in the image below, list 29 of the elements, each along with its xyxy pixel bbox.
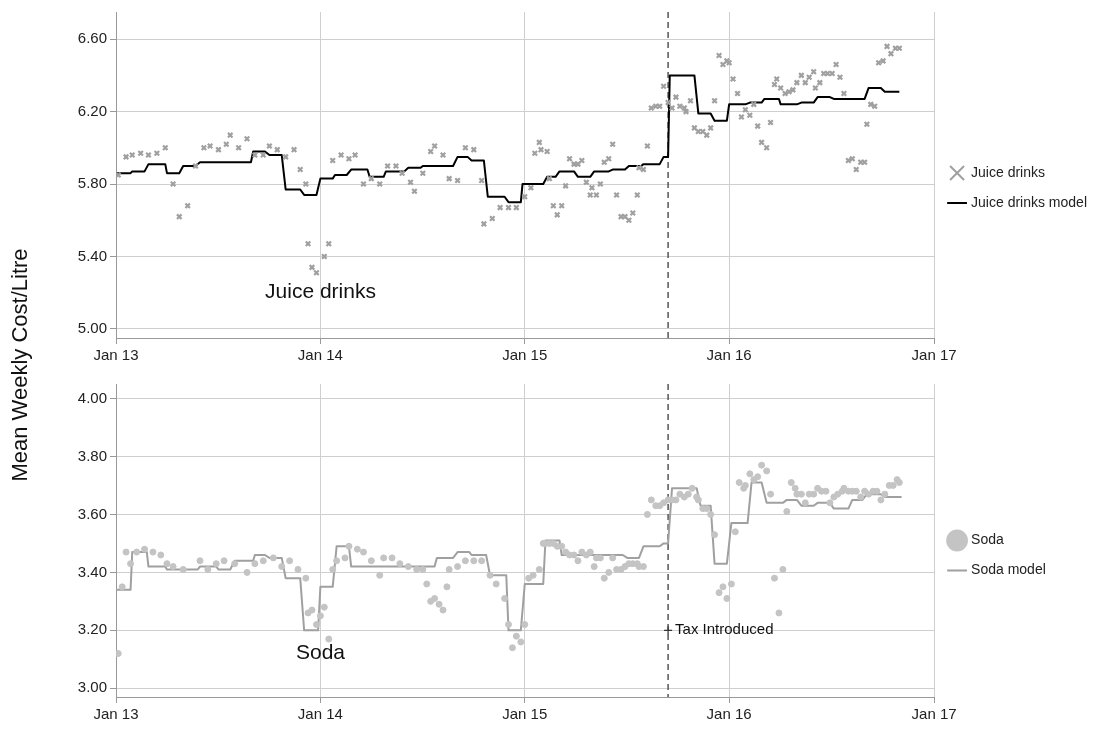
y-tick-label: 4.00 — [77, 388, 107, 406]
y-tick-label: 3.80 — [77, 446, 107, 464]
x-tick-label: Jan 17 — [911, 346, 957, 364]
y-tick-label: 5.80 — [77, 174, 107, 192]
y-axis-title: Mean Weekly Cost/Litre — [7, 248, 33, 482]
annotation: Juice drinks — [265, 279, 376, 303]
annotation: Soda — [295, 639, 346, 663]
x-tick-label: Jan 14 — [297, 346, 343, 364]
legend-label: Juice drinks model — [971, 193, 1087, 210]
y-tick-label: 3.20 — [77, 620, 107, 638]
y-tick-label: 3.00 — [77, 678, 107, 696]
y-tick-label: 6.60 — [77, 29, 107, 47]
y-tick-label: 6.20 — [77, 101, 107, 119]
x-tick-label: Jan 17 — [911, 705, 957, 723]
legend-label: Soda model — [971, 561, 1046, 578]
legend-label: Juice drinks — [971, 163, 1045, 180]
annotation: Tax Introduced — [675, 620, 774, 638]
y-tick-label: 5.00 — [77, 319, 107, 337]
x-tick-label: Jan 13 — [93, 705, 139, 723]
x-tick-label: Jan 16 — [706, 346, 752, 364]
x-tick-label: Jan 14 — [297, 705, 343, 723]
y-tick-label: 5.40 — [77, 246, 107, 264]
y-tick-label: 3.40 — [77, 562, 107, 580]
y-tick-label: 3.60 — [77, 504, 107, 522]
legend-label: Soda — [971, 531, 1004, 548]
x-tick-label: Jan 16 — [706, 705, 752, 723]
x-tick-label: Jan 13 — [93, 346, 139, 364]
x-tick-label: Jan 15 — [502, 705, 548, 723]
x-tick-label: Jan 15 — [502, 346, 548, 364]
